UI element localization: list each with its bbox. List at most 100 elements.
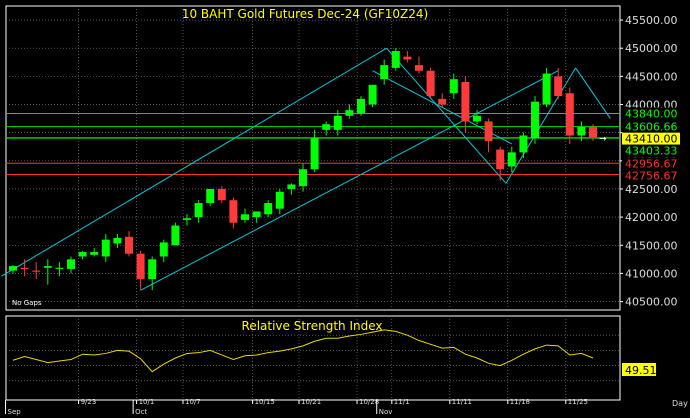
candle-body (542, 73, 551, 105)
candle-body (577, 127, 586, 136)
price-level-label-bg (622, 169, 680, 182)
candles: → (9, 48, 607, 291)
candle-body (333, 115, 342, 130)
candle-body (20, 267, 29, 269)
candle-body (125, 236, 133, 254)
trend-line (505, 67, 577, 184)
x-tick-label: 10/15 (255, 398, 275, 406)
price-level-label-bg (622, 157, 680, 170)
candle-body (206, 188, 215, 204)
x-axis: 9/23 10/1 10/7 10/15 10/21 10/28 11/1 11/11 11/1… (5, 398, 588, 416)
price-grid (6, 6, 620, 310)
candle-body (415, 65, 423, 71)
candle-body (9, 266, 17, 271)
candle-body (357, 98, 365, 113)
price-level-label-bg (622, 120, 680, 133)
candle-body (554, 76, 563, 97)
price-level-label: 42956.67 (625, 157, 678, 170)
price-y-tick-label: 41500.00 (625, 239, 678, 252)
month-label: Oct (135, 408, 147, 416)
price-y-tick-label: 42500.00 (625, 183, 678, 196)
candle-body (322, 124, 331, 130)
candle-body (90, 252, 99, 255)
candle-body (55, 267, 64, 269)
price-y-tick-label: 44500.00 (625, 70, 678, 83)
candle-body (241, 214, 249, 220)
trend-line (1, 47, 387, 277)
no-gaps-note: No Gaps (12, 299, 42, 307)
trend-line (140, 70, 559, 291)
price-y-tick-label: 45500.00 (625, 14, 678, 27)
price-level-label: 43410.00 (625, 133, 678, 146)
x-tick-label: 10/1 (139, 398, 155, 406)
candle-body (473, 115, 481, 122)
candle-body (345, 110, 354, 116)
last-price-marker: → (599, 135, 607, 145)
candle-body (229, 200, 238, 223)
candle-body (136, 253, 145, 280)
candle-body (217, 188, 226, 201)
candle-body (299, 169, 307, 187)
rsi-line (12, 329, 594, 373)
candle-body (275, 191, 284, 209)
candle-body (484, 121, 493, 142)
x-tick-label: 11/1 (394, 398, 410, 406)
x-tick-label: 11/25 (568, 398, 588, 406)
candle-body (159, 242, 168, 257)
price-y-tick-label: 42000.00 (625, 211, 678, 224)
candle-body (78, 252, 87, 257)
rsi-title: Relative Strength Index (242, 319, 383, 333)
candle-body (438, 98, 447, 105)
price-level-label: 43403.33 (625, 145, 678, 158)
candle-body (113, 237, 122, 244)
price-level-label-bg (622, 144, 680, 157)
x-tick-label: 10/21 (301, 398, 321, 406)
rsi-value-text: 49.51 (625, 364, 657, 377)
month-label: Nov (379, 408, 393, 416)
price-level-label-bg (622, 107, 680, 120)
x-axis-day-label: Day (672, 399, 688, 408)
candle-body (310, 138, 319, 170)
candle-body (101, 239, 110, 257)
x-tick-label: 10/28 (359, 398, 379, 406)
candle-body (183, 218, 191, 220)
candle-body (519, 135, 528, 153)
price-y-tick-label: 40500.00 (625, 296, 678, 309)
price-level-label-bg (622, 132, 680, 145)
candle-body (380, 65, 389, 80)
x-tick-label: 11/18 (510, 398, 530, 406)
candle-body (194, 203, 203, 218)
candle-body (148, 259, 157, 280)
candle-body (171, 225, 180, 246)
candle-body (531, 101, 539, 139)
level-labels: 43840.0043606.6643410.0043403.3342956.67… (622, 107, 680, 182)
price-y-tick-label: 45000.00 (625, 42, 678, 55)
rsi-panel-frame (5, 315, 621, 401)
candle-body (449, 79, 458, 94)
month-label: Sep (8, 408, 22, 416)
price-y-tick-label: 41000.00 (625, 267, 678, 280)
trend-line (575, 67, 611, 119)
rsi-grid (6, 316, 620, 400)
trend-line (386, 47, 507, 184)
candle-body (32, 270, 41, 272)
rsi-value-label: 49.51 (622, 363, 657, 377)
candle-body (589, 127, 597, 138)
x-tick-label: 11/11 (452, 398, 472, 406)
candle-body (461, 82, 470, 122)
candle-body (252, 211, 261, 218)
price-level-label: 43840.00 (625, 108, 678, 121)
candle-body (43, 266, 52, 268)
candle-body (368, 84, 377, 105)
price-chart-title: 10 BAHT Gold Futures Dec-24 (GF10Z24) (182, 7, 428, 21)
candle-body (565, 93, 574, 136)
x-tick-label: 10/7 (185, 398, 201, 406)
candle-body (391, 51, 400, 68)
candle-body (507, 152, 516, 167)
candle-body (426, 70, 435, 97)
candle-body (287, 184, 296, 189)
price-level-label: 43606.66 (625, 121, 678, 134)
candle-body (403, 56, 412, 60)
x-tick-label: 9/23 (81, 398, 97, 406)
